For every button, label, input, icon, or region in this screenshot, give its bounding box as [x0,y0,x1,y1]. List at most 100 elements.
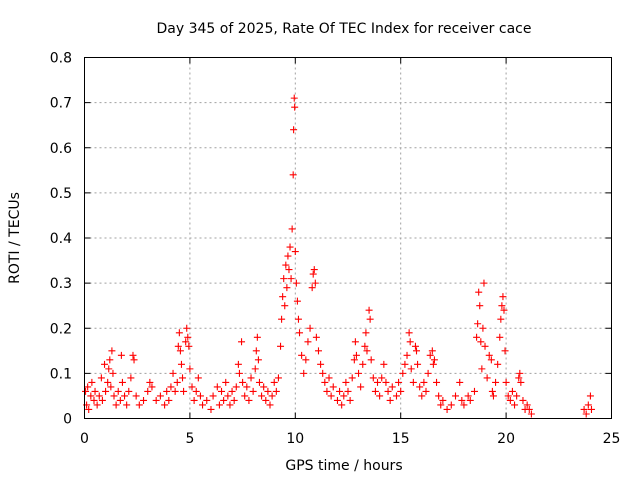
data-point [114,387,122,395]
data-point [274,374,282,382]
data-point [325,374,333,382]
data-point [98,396,106,404]
y-tick-label: 0.3 [50,276,72,292]
data-point [405,329,413,337]
data-point [286,243,294,251]
data-point [466,396,474,404]
data-point [258,392,266,400]
data-point [88,378,96,386]
data-point [184,333,192,341]
data-point [282,261,290,269]
data-point [127,374,135,382]
data-point [489,392,497,400]
data-point [488,387,496,395]
data-point [277,342,285,350]
data-point [228,387,236,395]
data-point [582,410,590,418]
data-point [516,369,524,377]
y-tick-label: 0.6 [50,141,72,157]
data-point [386,396,394,404]
data-point [350,356,358,364]
data-point [300,369,308,377]
data-point [414,360,422,368]
data-point [499,293,507,301]
data-point [192,387,200,395]
y-tick-label: 0.1 [50,366,72,382]
data-point [135,401,143,409]
data-point [199,401,207,409]
data-point [475,288,483,296]
data-point [163,387,171,395]
data-point [182,338,190,346]
data-point [346,396,354,404]
data-point [90,396,98,404]
data-point [245,396,253,404]
data-point [179,374,187,382]
data-point [498,302,506,310]
data-point [470,387,478,395]
data-point [146,378,154,386]
data-point [587,405,595,413]
data-point [215,401,223,409]
data-point [374,378,382,386]
data-point [238,338,246,346]
data-point [290,94,298,102]
data-point [474,320,482,328]
data-point [177,360,185,368]
data-point [501,347,509,355]
data-point [333,396,341,404]
data-point [380,360,388,368]
data-point [497,315,505,323]
data-point [112,401,120,409]
data-point [284,252,292,260]
data-point [479,324,487,332]
data-point [342,378,350,386]
data-point [84,383,92,391]
data-point [401,360,409,368]
data-point [234,360,242,368]
data-point [485,351,493,359]
x-tick-label: 25 [603,431,621,447]
data-point [173,378,181,386]
data-point [476,302,484,310]
data-point [306,324,314,332]
data-point [140,396,148,404]
data-point [101,360,109,368]
data-point [220,396,228,404]
x-tick-labels: 0 5 10 15 20 25 [80,431,620,447]
x-axis-label: GPS time / hours [285,458,402,474]
data-point [281,302,289,310]
data-point [87,392,95,400]
data-point [477,338,485,346]
data-point [511,401,519,409]
axis-ticks [84,57,612,419]
data-point [176,347,184,355]
data-point [506,396,514,404]
data-point [304,338,312,346]
data-point [280,275,288,283]
data-point [500,306,508,314]
data-point [424,369,432,377]
data-point [452,392,460,400]
data-point [270,378,278,386]
data-point [508,387,516,395]
data-point [167,383,175,391]
data-point [239,378,247,386]
data-point [361,342,369,350]
data-point [123,401,131,409]
data-point [336,387,344,395]
data-point [399,369,407,377]
data-point [175,329,183,337]
data-point [255,378,263,386]
data-point [428,347,436,355]
data-point [132,392,140,400]
data-point [253,333,261,341]
data-point [525,405,533,413]
data-point [260,383,268,391]
data-point [186,365,194,373]
data-point [106,356,114,364]
data-point [348,374,356,382]
data-point [207,405,215,413]
data-point [107,383,115,391]
data-point [224,392,232,400]
